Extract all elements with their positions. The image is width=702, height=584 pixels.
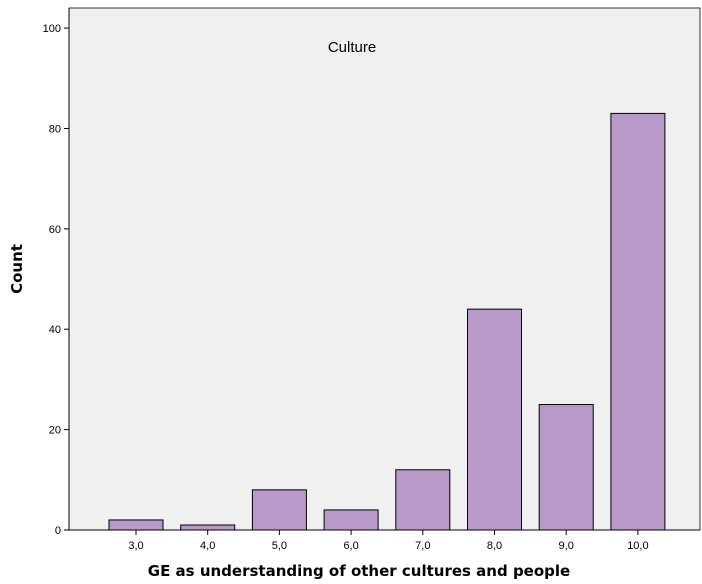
chart-annotation: Culture xyxy=(328,39,376,56)
x-axis-ticks: 3,0 4,0 5,0 6,0 7,0 8,0 9,0 10,0 xyxy=(128,530,649,552)
x-tick-label: 8,0 xyxy=(487,540,502,552)
x-tick-label: 6,0 xyxy=(343,540,358,552)
bar-9-0 xyxy=(538,404,594,531)
bar-7-0 xyxy=(395,469,451,531)
y-tick-label: 40 xyxy=(49,324,61,336)
y-tick-label: 100 xyxy=(43,23,61,35)
x-tick-label: 5,0 xyxy=(272,540,287,552)
bar-10-0 xyxy=(610,112,666,531)
bars xyxy=(108,112,666,531)
x-axis-title: GE as understanding of other cultures an… xyxy=(148,562,570,580)
y-axis-title: Count xyxy=(8,244,26,294)
y-tick-label: 20 xyxy=(49,425,61,437)
plot-area xyxy=(68,7,701,531)
bar-4-0 xyxy=(180,524,236,531)
y-tick-label: 0 xyxy=(55,525,61,537)
x-tick-label: 3,0 xyxy=(128,540,143,552)
y-axis-ticks: 0 20 40 60 80 100 xyxy=(43,23,69,537)
bar-3-0 xyxy=(108,519,164,531)
y-tick-label: 60 xyxy=(49,224,61,236)
bar-8-0 xyxy=(467,308,522,531)
x-tick-label: 10,0 xyxy=(627,540,648,552)
y-tick-label: 80 xyxy=(49,123,61,135)
x-tick-label: 4,0 xyxy=(200,540,215,552)
bar-6-0 xyxy=(323,509,379,531)
bar-5-0 xyxy=(251,489,307,531)
x-tick-label: 9,0 xyxy=(559,540,574,552)
x-tick-label: 7,0 xyxy=(415,540,430,552)
